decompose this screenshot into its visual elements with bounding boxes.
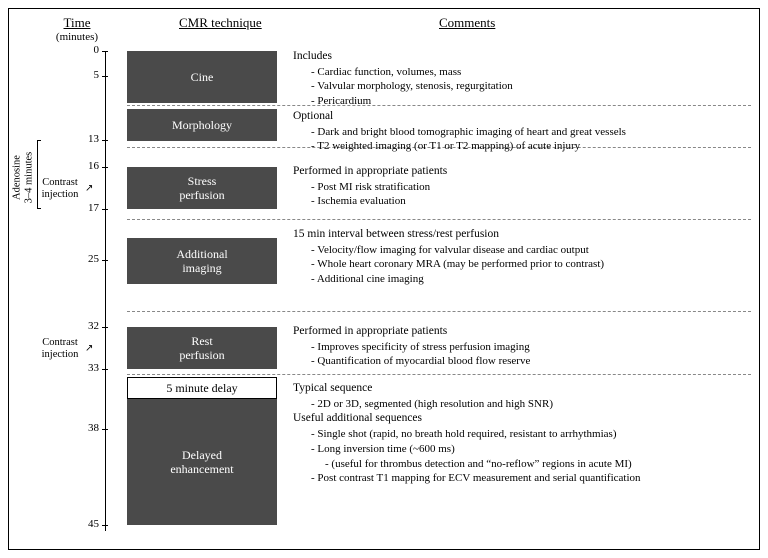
comment-list: Single shot (rapid, no breath hold requi… bbox=[293, 427, 749, 486]
comment-subitem: (useful for thrombus detection and “no-r… bbox=[311, 457, 749, 472]
contrast-injection-2: Contrastinjection bbox=[35, 337, 85, 360]
comment-block: IncludesCardiac function, volumes, massV… bbox=[293, 49, 749, 109]
timeline-tick-label: 0 bbox=[73, 44, 99, 56]
comment-lead: Performed in appropriate patients bbox=[293, 324, 749, 340]
comment-item: T2 weighted imaging (or T1 or T2 mapping… bbox=[311, 139, 749, 154]
comment-item: Post contrast T1 mapping for ECV measure… bbox=[311, 471, 749, 486]
technique-block-morph: Morphology bbox=[127, 109, 277, 141]
comment-item: Whole heart coronary MRA (may be perform… bbox=[311, 257, 749, 272]
comment-item: Additional cine imaging bbox=[311, 272, 749, 287]
comment-item: Cardiac function, volumes, mass bbox=[311, 65, 749, 80]
timeline-tick bbox=[102, 209, 108, 210]
timeline-tick-label: 5 bbox=[73, 69, 99, 81]
comment-lead: Useful additional sequences bbox=[293, 411, 749, 427]
timeline-tick bbox=[102, 51, 108, 52]
timeline-tick bbox=[102, 140, 108, 141]
comment-block: OptionalDark and bright blood tomographi… bbox=[293, 109, 749, 154]
timeline-tick bbox=[102, 167, 108, 168]
timeline-tick-label: 17 bbox=[73, 202, 99, 214]
contrast-arrow-1: ↗ bbox=[85, 183, 93, 194]
technique-block-cine: Cine bbox=[127, 51, 277, 103]
row-separator bbox=[127, 374, 751, 375]
timeline-tick-label: 33 bbox=[73, 362, 99, 374]
comment-lead: Includes bbox=[293, 49, 749, 65]
timeline-tick-label: 13 bbox=[73, 133, 99, 145]
comment-item: Single shot (rapid, no breath hold requi… bbox=[311, 427, 749, 442]
comment-list: Improves specificity of stress perfusion… bbox=[293, 340, 749, 370]
contrast-injection-1: Contrastinjection bbox=[35, 177, 85, 200]
comment-item: Pericardium bbox=[311, 94, 749, 109]
header-time: Time bbox=[47, 15, 107, 31]
comment-block: Performed in appropriate patientsPost MI… bbox=[293, 164, 749, 209]
comment-list: Dark and bright blood tomographic imagin… bbox=[293, 125, 749, 155]
timeline-tick-label: 25 bbox=[73, 253, 99, 265]
comment-list: Cardiac function, volumes, massValvular … bbox=[293, 65, 749, 110]
timeline-tick bbox=[102, 369, 108, 370]
timeline-tick-label: 38 bbox=[73, 422, 99, 434]
comment-item: Long inversion time (~600 ms) bbox=[311, 442, 749, 457]
header-time-unit: (minutes) bbox=[47, 31, 107, 43]
comment-lead: Typical sequence bbox=[293, 381, 749, 397]
row-separator bbox=[127, 311, 751, 312]
comment-list: Velocity/flow imaging for valvular disea… bbox=[293, 243, 749, 288]
timeline-tick bbox=[102, 429, 108, 430]
comment-list: Post MI risk stratificationIschemia eval… bbox=[293, 180, 749, 210]
technique-block-stress: Stressperfusion bbox=[127, 167, 277, 209]
technique-block-rest: Restperfusion bbox=[127, 327, 277, 369]
comment-block: 15 min interval between stress/rest perf… bbox=[293, 227, 749, 287]
comment-list: 2D or 3D, segmented (high resolution and… bbox=[293, 397, 749, 412]
timeline-axis bbox=[105, 51, 106, 531]
timeline-tick-label: 16 bbox=[73, 160, 99, 172]
diagram-frame: Time (minutes) CMR technique Comments Ad… bbox=[8, 8, 760, 550]
timeline-tick bbox=[102, 76, 108, 77]
timeline-tick-label: 32 bbox=[73, 320, 99, 332]
comment-item: Ischemia evaluation bbox=[311, 194, 749, 209]
comment-item: Valvular morphology, stenosis, regurgita… bbox=[311, 79, 749, 94]
comment-item: Quantification of myocardial blood flow … bbox=[311, 354, 749, 369]
contrast-arrow-2: ↗ bbox=[85, 343, 93, 354]
adenosine-label: Adenosine3–4 minutes bbox=[11, 148, 34, 208]
comment-item: Dark and bright blood tomographic imagin… bbox=[311, 125, 749, 140]
comment-item: Velocity/flow imaging for valvular disea… bbox=[311, 243, 749, 258]
comment-lead: Optional bbox=[293, 109, 749, 125]
comment-lead: 15 min interval between stress/rest perf… bbox=[293, 227, 749, 243]
timeline-tick bbox=[102, 260, 108, 261]
comment-item: Post MI risk stratification bbox=[311, 180, 749, 195]
technique-block-addl: Additionalimaging bbox=[127, 238, 277, 284]
row-separator bbox=[127, 219, 751, 220]
timeline-tick-label: 45 bbox=[73, 518, 99, 530]
comment-lead: Performed in appropriate patients bbox=[293, 164, 749, 180]
comment-block: Performed in appropriate patientsImprove… bbox=[293, 324, 749, 369]
technique-block-delayed: Delayedenhancement bbox=[127, 399, 277, 525]
comment-block: Typical sequence2D or 3D, segmented (hig… bbox=[293, 381, 749, 486]
technique-block-delay5: 5 minute delay bbox=[127, 377, 277, 399]
timeline-tick bbox=[102, 327, 108, 328]
header-comments: Comments bbox=[439, 15, 495, 31]
comment-item: 2D or 3D, segmented (high resolution and… bbox=[311, 397, 749, 412]
timeline-tick bbox=[102, 525, 108, 526]
comment-item: Improves specificity of stress perfusion… bbox=[311, 340, 749, 355]
header-technique: CMR technique bbox=[179, 15, 262, 31]
